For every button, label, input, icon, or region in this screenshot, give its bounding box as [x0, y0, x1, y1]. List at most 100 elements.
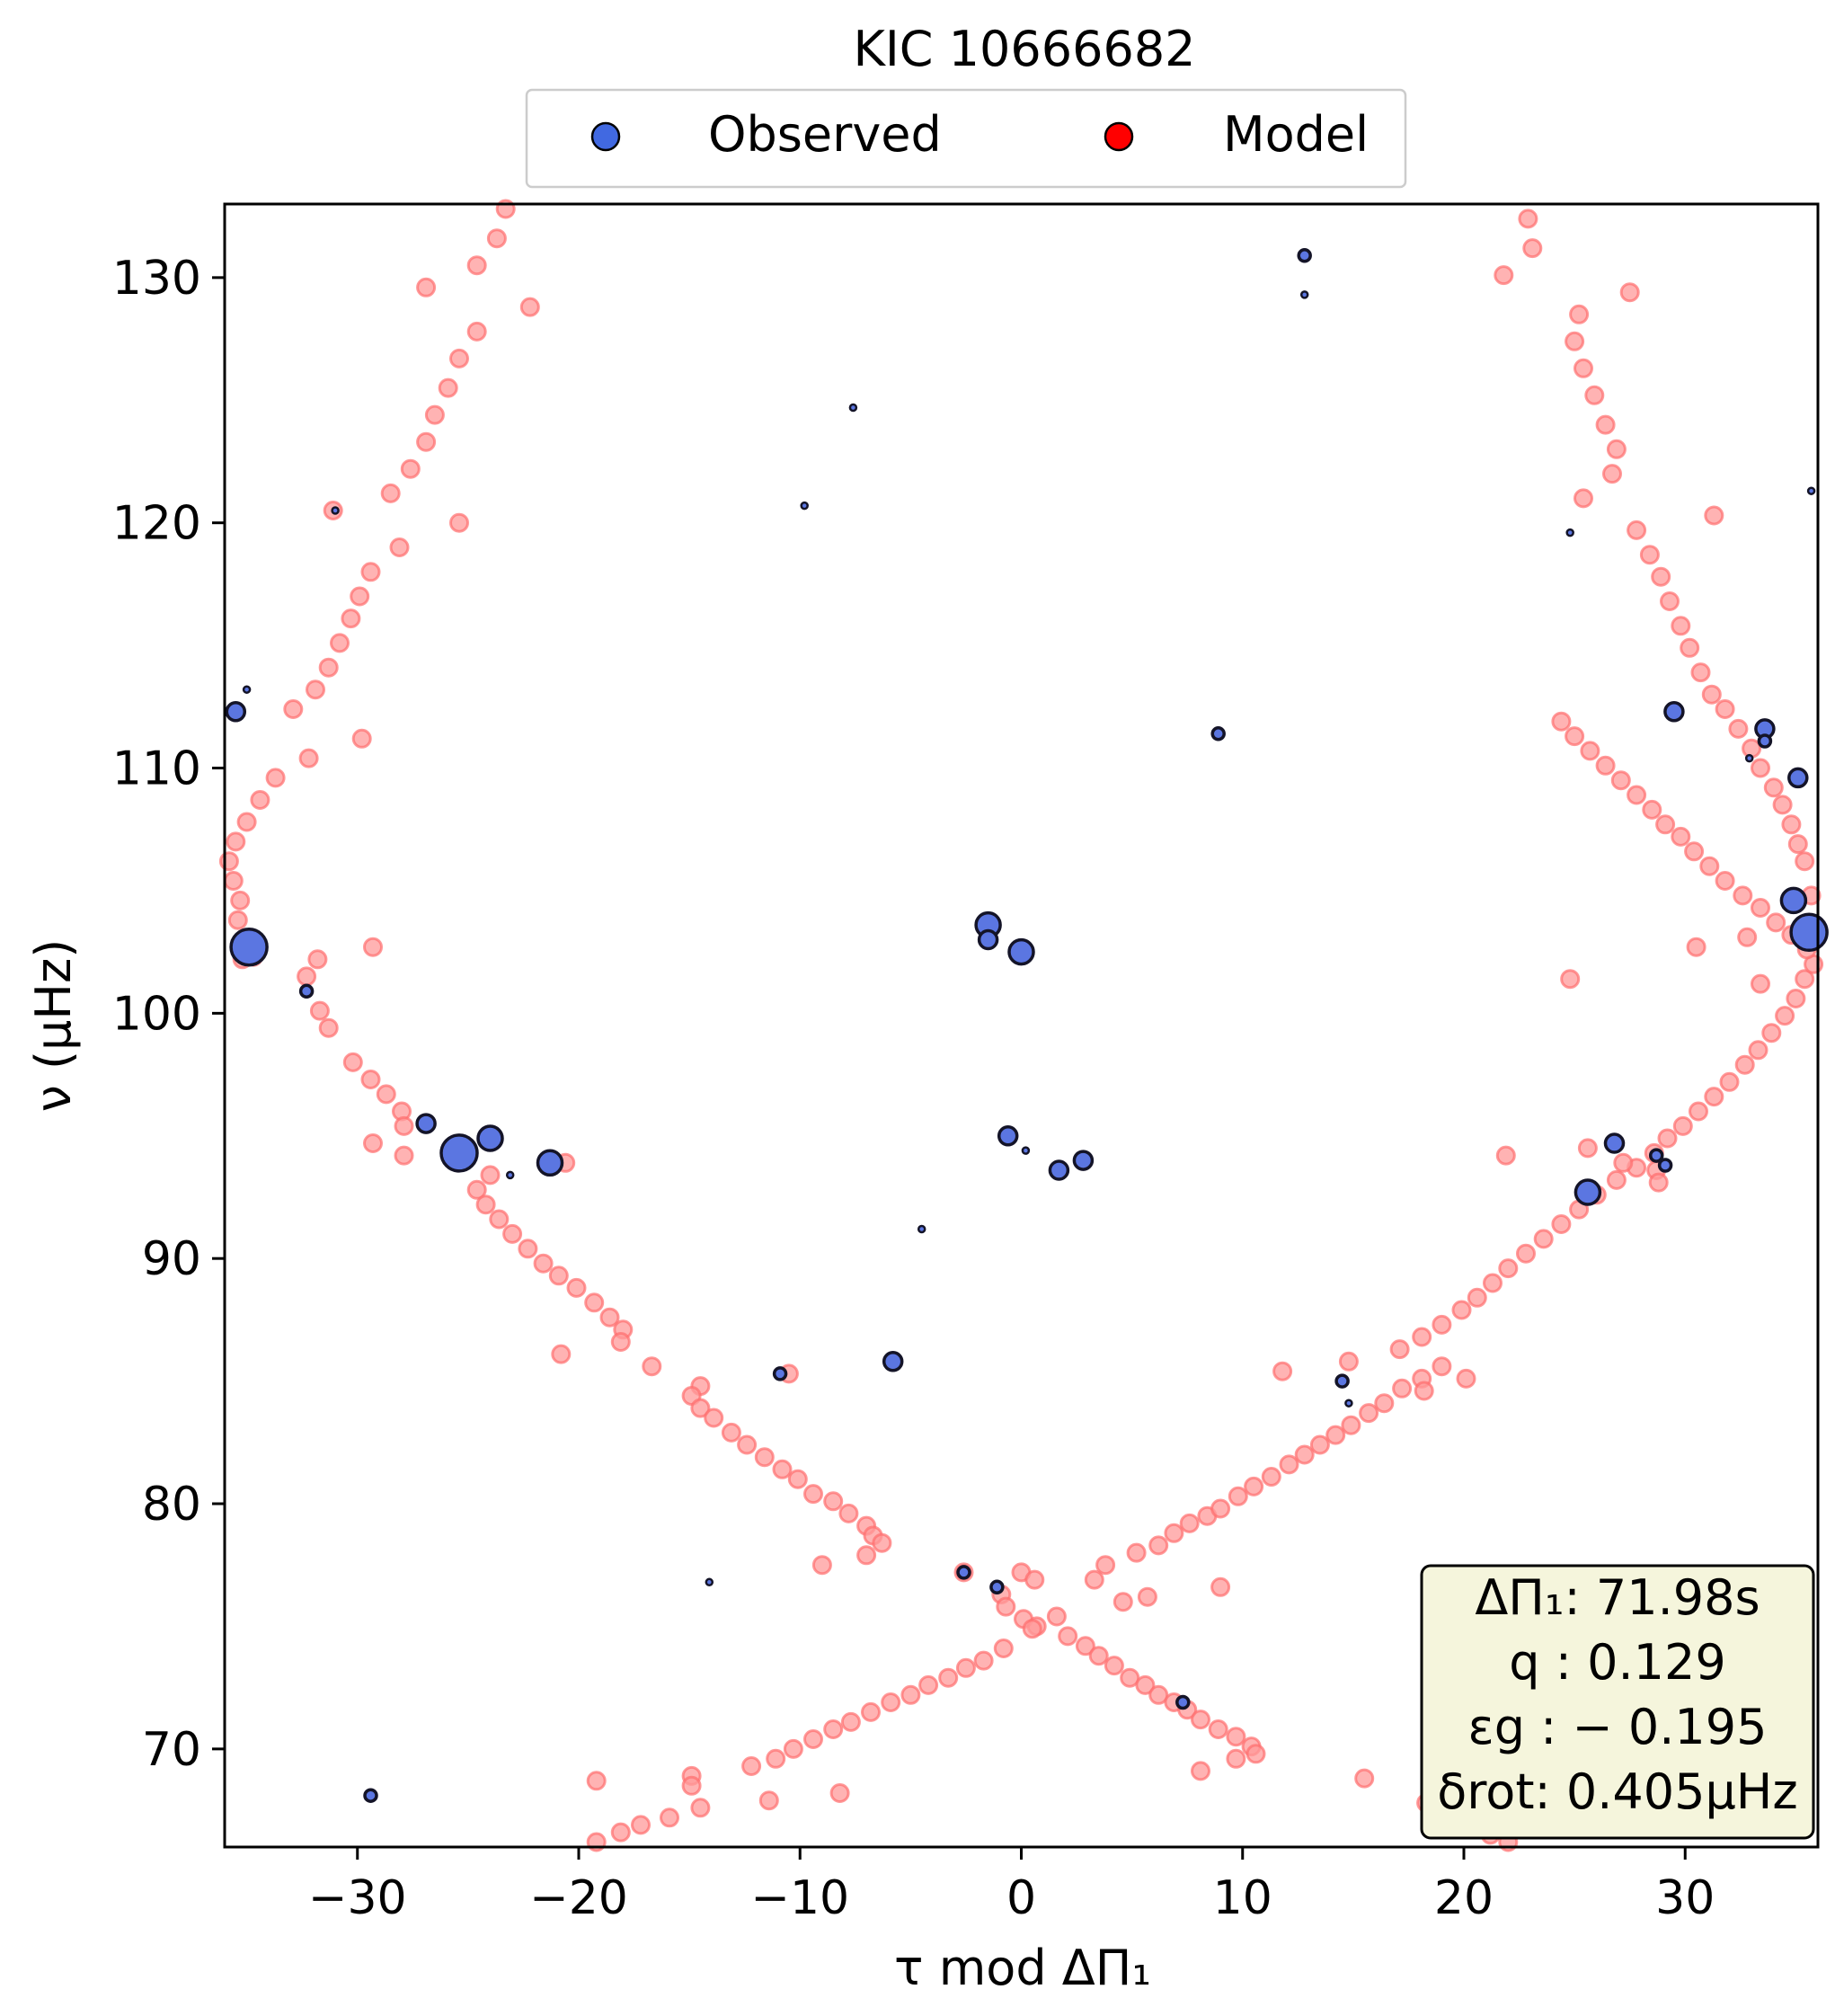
model-point — [1518, 209, 1538, 229]
observed-point — [917, 1224, 926, 1234]
model-point — [1671, 826, 1691, 847]
observed-point — [1175, 1694, 1191, 1710]
x-tick-label: 20 — [1434, 1871, 1494, 1925]
model-point — [1580, 741, 1600, 761]
model-point — [1657, 1128, 1678, 1149]
model-point — [1084, 1569, 1104, 1590]
model-point — [955, 1657, 976, 1678]
model-point — [318, 1017, 339, 1038]
parameter-delta-pi: ΔΠ₁: 71.98s — [1475, 1569, 1760, 1626]
y-axis-title: ν (μHz) — [25, 939, 82, 1113]
model-point — [1024, 1569, 1045, 1590]
model-point — [1551, 711, 1572, 732]
legend: Observed Model — [525, 88, 1407, 189]
model-point — [533, 1253, 554, 1274]
observed-point — [997, 1125, 1019, 1147]
model-point — [1751, 898, 1770, 918]
y-tick-label: 80 — [142, 1478, 201, 1532]
observed-point — [1603, 1132, 1626, 1154]
model-point — [586, 1771, 607, 1791]
model-point — [838, 1503, 859, 1523]
model-point — [1494, 265, 1514, 286]
model-point — [660, 1807, 679, 1828]
model-point — [1642, 799, 1662, 820]
y-tick-label: 100 — [112, 987, 201, 1041]
model-point — [342, 1052, 363, 1072]
y-tick-label: 110 — [112, 742, 201, 796]
parameter-q: q : 0.129 — [1509, 1634, 1725, 1691]
model-point — [1135, 1674, 1156, 1695]
model-point — [389, 537, 410, 557]
model-point — [424, 404, 445, 425]
model-point — [416, 431, 437, 452]
model-point — [1627, 785, 1647, 805]
model-point — [1058, 1626, 1078, 1647]
model-point — [400, 458, 421, 479]
model-point — [1341, 1415, 1361, 1435]
model-point — [1772, 795, 1793, 815]
model-point — [1751, 758, 1770, 778]
observed-point — [225, 701, 247, 723]
model-point — [1606, 439, 1627, 459]
model-point — [772, 1459, 793, 1479]
model-point — [350, 586, 370, 607]
model-point — [360, 562, 381, 582]
model-point — [1456, 1368, 1476, 1389]
legend-frame — [525, 88, 1407, 189]
model-point — [1226, 1748, 1246, 1769]
model-point — [1689, 1101, 1708, 1122]
model-point — [1338, 1351, 1359, 1372]
observed-point — [298, 983, 315, 999]
model-point — [803, 1484, 823, 1505]
model-point — [318, 657, 339, 678]
model-point — [1761, 1023, 1782, 1044]
model-point — [1210, 1498, 1231, 1519]
model-point — [394, 1145, 414, 1166]
model-point — [1742, 738, 1762, 759]
model-point — [1495, 1145, 1516, 1166]
legend-marker-observed — [590, 121, 621, 152]
model-point — [1781, 814, 1802, 835]
observed-point — [1757, 733, 1773, 749]
model-point — [996, 1596, 1016, 1617]
model-point — [783, 1738, 803, 1759]
model-point — [223, 871, 244, 891]
observed-point — [536, 1149, 564, 1177]
model-point — [1516, 1243, 1536, 1264]
model-point — [519, 297, 540, 317]
model-point — [721, 1422, 741, 1443]
observed-point — [363, 1788, 378, 1803]
model-point — [306, 679, 325, 700]
model-point — [1164, 1523, 1184, 1543]
model-point — [1613, 1152, 1634, 1173]
x-tick-label: 30 — [1655, 1871, 1715, 1925]
model-point — [297, 966, 317, 987]
model-point — [1210, 1576, 1231, 1597]
model-point — [1734, 1054, 1755, 1075]
model-point — [690, 1798, 711, 1818]
model-point — [1699, 856, 1720, 876]
legend-marker-model — [1104, 121, 1134, 152]
model-point — [1748, 1040, 1769, 1061]
model-point — [1148, 1535, 1169, 1556]
model-point — [449, 348, 469, 369]
model-point — [1272, 1361, 1293, 1381]
model-point — [1648, 1172, 1669, 1193]
model-point — [236, 812, 257, 832]
model-point — [416, 277, 437, 298]
x-tick-label: −30 — [308, 1871, 407, 1925]
model-point — [230, 890, 251, 910]
observed-point — [1072, 1150, 1095, 1171]
model-point — [1728, 718, 1749, 739]
model-point — [1148, 1684, 1169, 1705]
model-point — [1686, 937, 1706, 957]
model-point — [376, 1084, 396, 1105]
model-point — [351, 728, 372, 749]
model-point — [758, 1790, 779, 1811]
model-point — [449, 512, 469, 533]
observed-point — [242, 685, 252, 694]
model-point — [1359, 1403, 1379, 1424]
legend-label-observed: Observed — [708, 106, 942, 163]
model-point — [599, 1307, 620, 1328]
y-tick-label: 120 — [112, 497, 201, 551]
